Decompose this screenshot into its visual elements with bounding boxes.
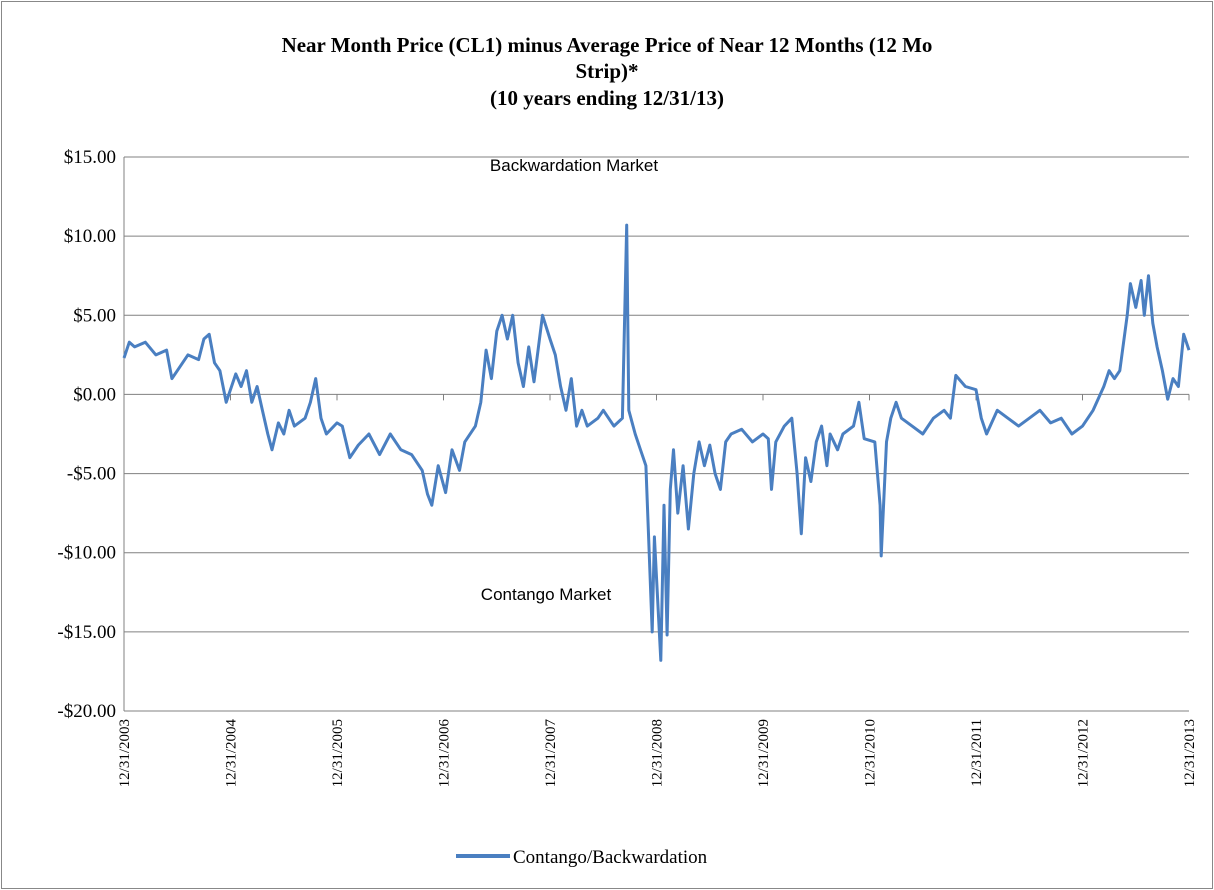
x-tick-label: 12/31/2007 bbox=[543, 719, 559, 788]
y-tick-label: $15.00 bbox=[64, 147, 116, 168]
x-tick-label: 12/31/2005 bbox=[330, 719, 346, 787]
y-tick-label: $5.00 bbox=[73, 305, 116, 326]
y-tick-label: $0.00 bbox=[73, 384, 116, 405]
chart-subtitle: (10 years ending 12/31/13) bbox=[490, 86, 724, 110]
y-tick-label: -$10.00 bbox=[57, 543, 116, 564]
x-tick-label: 12/31/2003 bbox=[117, 719, 133, 787]
x-tick-label: 12/31/2010 bbox=[863, 719, 879, 787]
y-tick-label: $10.00 bbox=[64, 226, 116, 247]
y-tick-label: -$20.00 bbox=[57, 701, 116, 722]
x-tick-label: 12/31/2008 bbox=[650, 719, 666, 787]
x-tick-label: 12/31/2006 bbox=[437, 719, 453, 788]
x-tick-label: 12/31/2012 bbox=[1076, 719, 1092, 787]
legend-label: Contango/Backwardation bbox=[513, 847, 708, 868]
annotation: Backwardation Market bbox=[490, 156, 658, 175]
x-tick-label: 12/31/2004 bbox=[224, 719, 240, 788]
y-tick-label: -$15.00 bbox=[57, 622, 116, 643]
annotation: Contango Market bbox=[481, 585, 612, 604]
x-tick-label: 12/31/2009 bbox=[756, 719, 772, 787]
chart-title: Near Month Price (CL1) minus Average Pri… bbox=[282, 33, 933, 57]
chart-title: Strip)* bbox=[576, 59, 639, 83]
x-tick-label: 12/31/2011 bbox=[969, 719, 985, 787]
series-line bbox=[122, 223, 1191, 662]
x-tick-label: 12/31/2013 bbox=[1182, 719, 1198, 787]
y-tick-label: -$5.00 bbox=[67, 464, 116, 485]
